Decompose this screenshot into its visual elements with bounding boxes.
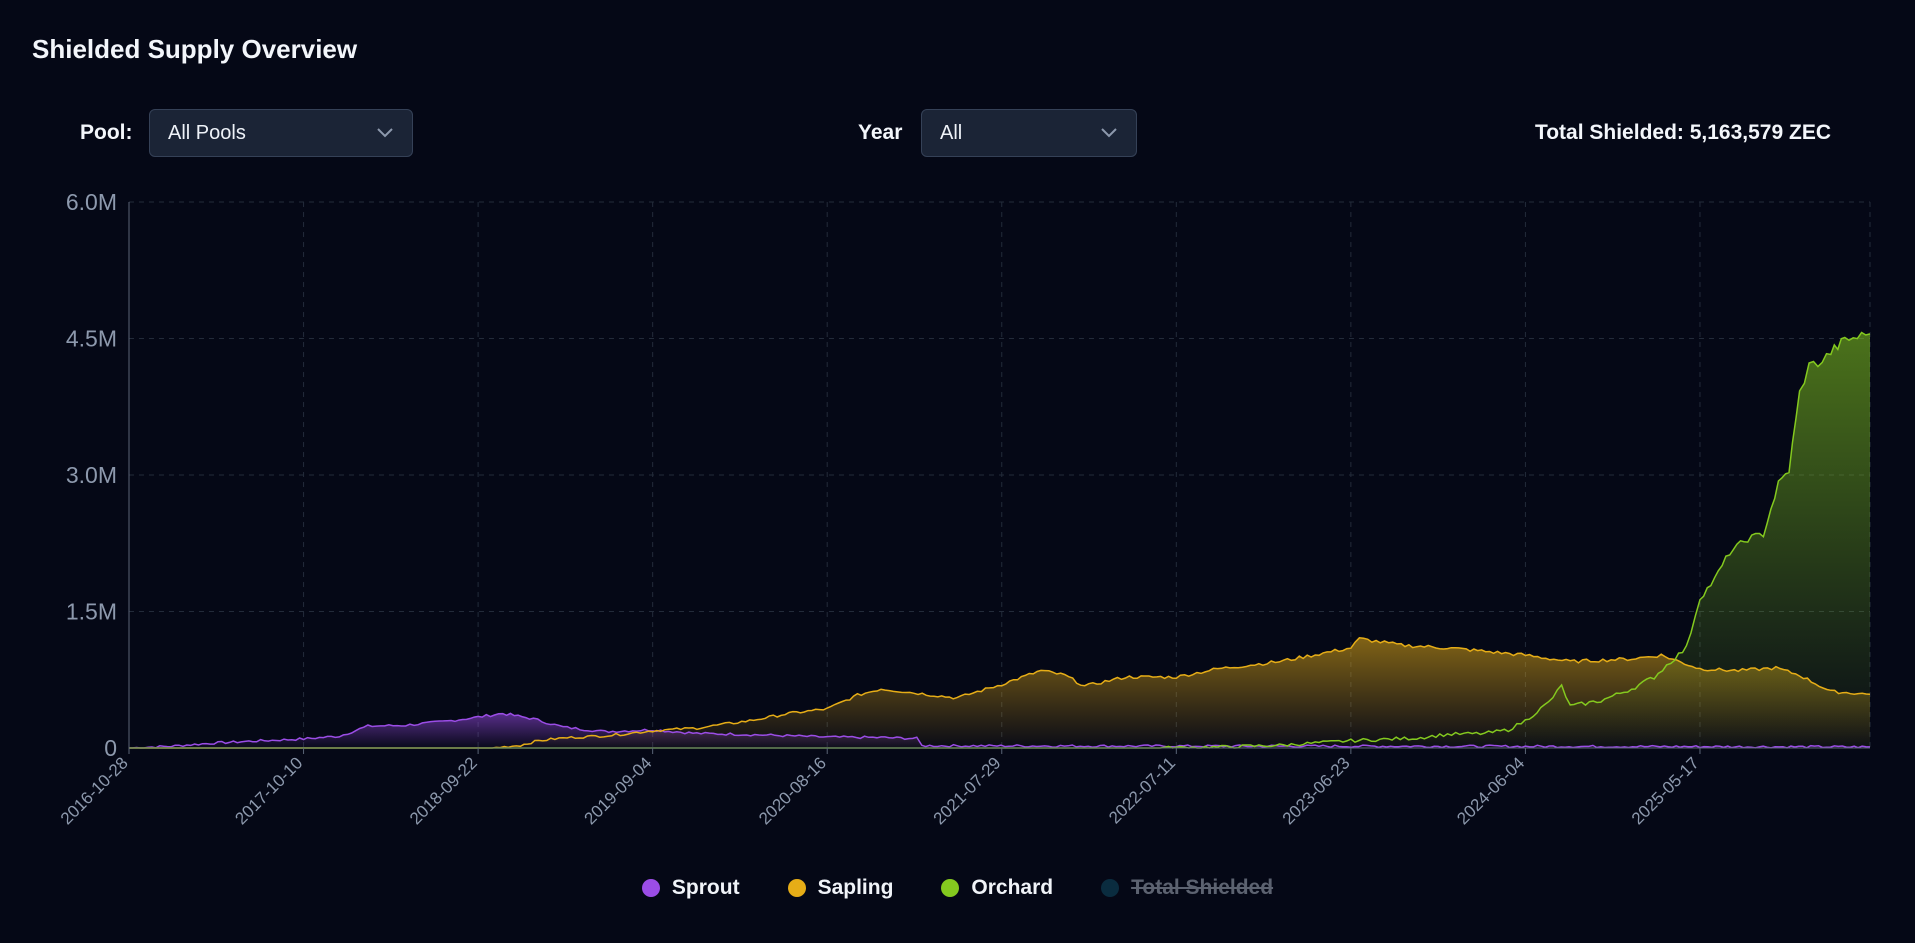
legend-item-sapling[interactable]: Sapling: [787, 876, 894, 900]
pool-select-value: All Pools: [168, 121, 246, 144]
year-label: Year: [858, 121, 903, 144]
legend-swatch: [941, 879, 960, 897]
x-tick-label: 2024-06-04: [1453, 753, 1528, 828]
x-tick-label: 2025-05-17: [1628, 753, 1703, 828]
page-title: Shielded Supply Overview: [32, 34, 358, 64]
legend-swatch: [1101, 879, 1120, 897]
x-tick-label: 2020-08-16: [755, 753, 830, 828]
legend-item-sprout[interactable]: Sprout: [641, 876, 740, 900]
pool-select[interactable]: All Pools: [149, 109, 413, 157]
legend-label: Total Shielded: [1131, 876, 1274, 899]
legend-swatch: [641, 879, 660, 897]
year-select-value: All: [940, 121, 963, 144]
y-tick-label: 3.0M: [66, 462, 117, 488]
x-tick-label: 2017-10-10: [231, 753, 306, 828]
y-tick-label: 4.5M: [66, 326, 117, 352]
x-tick-label: 2018-09-22: [406, 753, 481, 828]
x-tick-label: 2016-10-28: [57, 753, 132, 828]
chevron-down-icon: [1100, 124, 1118, 142]
shielded-supply-chart[interactable]: 0 1.5M 3.0M 4.5M 6.0M 2016-10-28 2017-10-10 201…: [0, 0, 1915, 860]
area-orchard: [129, 332, 1870, 748]
chart-areas: [129, 332, 1870, 748]
year-select[interactable]: All: [921, 109, 1137, 157]
legend-label: Sapling: [817, 876, 894, 899]
legend-swatch: [787, 879, 806, 897]
y-tick-label: 6.0M: [66, 189, 117, 215]
x-tick-label: 2022-07-11: [1105, 753, 1179, 827]
pool-label: Pool:: [80, 121, 133, 144]
legend-label: Sprout: [671, 876, 740, 899]
x-tick-label: 2019-09-04: [581, 753, 656, 828]
x-tick-label: 2021-07-29: [930, 753, 1005, 828]
x-tick-label: 2023-06-23: [1279, 753, 1354, 828]
chevron-down-icon: [376, 124, 394, 142]
legend-label: Orchard: [971, 876, 1054, 899]
chart-legend: Sprout Sapling Orchard Total Shielded: [0, 876, 1915, 900]
legend-item-orchard[interactable]: Orchard: [941, 876, 1053, 900]
chart-grid: [129, 201, 1871, 748]
legend-item-total[interactable]: Total Shielded: [1101, 876, 1273, 900]
area-sapling: [129, 637, 1870, 748]
total-shielded-readout: Total Shielded: 5,163,579 ZEC: [1534, 121, 1831, 144]
y-tick-label: 0: [104, 735, 117, 761]
series-line-sprout: [128, 712, 1871, 749]
y-tick-label: 1.5M: [66, 599, 117, 625]
